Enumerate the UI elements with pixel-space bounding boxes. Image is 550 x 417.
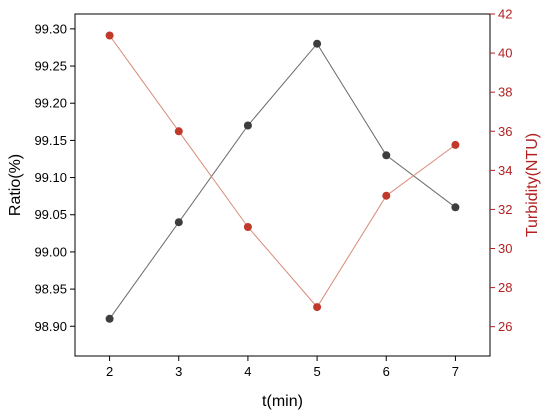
series-layer xyxy=(105,31,460,323)
x-tick-label: 7 xyxy=(452,364,459,379)
data-point-turbidity xyxy=(451,140,460,149)
data-point-turbidity xyxy=(313,303,322,312)
x-tick-label: 5 xyxy=(313,364,320,379)
right-tick-label: 34 xyxy=(498,163,512,178)
plot-area-border xyxy=(74,13,491,357)
right-axis-title: Turbidity(NTU) xyxy=(524,133,541,237)
left-tick-label: 98.90 xyxy=(34,319,67,334)
data-point-ratio xyxy=(382,151,391,160)
x-tick-label: 6 xyxy=(383,364,390,379)
data-point-ratio xyxy=(313,39,322,48)
data-point-ratio xyxy=(243,121,252,130)
right-tick-label: 38 xyxy=(498,85,512,100)
series-line-ratio xyxy=(109,42,456,320)
right-tick-label: 32 xyxy=(498,202,512,217)
x-axis-ticks: 2 3 4 5 6 7 xyxy=(106,356,459,379)
left-tick-label: 99.10 xyxy=(34,170,67,185)
data-point-ratio xyxy=(451,203,460,212)
right-tick-label: 26 xyxy=(498,319,512,334)
left-tick-label: 99.25 xyxy=(34,59,67,74)
left-axis-ticks: 98.90 98.95 99.00 99.05 99.10 99.15 99.20 99.25… xyxy=(34,21,75,334)
right-tick-label: 40 xyxy=(498,46,512,61)
series-line-turbidity xyxy=(109,35,456,308)
right-axis-ticks: 26 28 30 32 34 36 38 40 42 xyxy=(490,7,512,334)
left-tick-label: 98.95 xyxy=(34,282,67,297)
x-tick-label: 4 xyxy=(244,364,251,379)
data-point-turbidity xyxy=(382,191,391,200)
left-tick-label: 99.00 xyxy=(34,244,67,259)
left-tick-label: 99.30 xyxy=(34,21,67,36)
right-tick-label: 28 xyxy=(498,280,512,295)
left-tick-label: 99.05 xyxy=(34,207,67,222)
left-axis-title: Ratio(%) xyxy=(7,154,24,216)
data-point-ratio xyxy=(174,218,183,227)
plot-frame xyxy=(74,13,491,357)
left-tick-label: 99.20 xyxy=(34,96,67,111)
right-tick-label: 42 xyxy=(498,7,512,22)
left-tick-label: 99.15 xyxy=(34,133,67,148)
data-point-turbidity xyxy=(243,223,252,231)
right-tick-label: 36 xyxy=(498,124,512,139)
x-tick-label: 2 xyxy=(106,364,113,379)
x-tick-label: 3 xyxy=(175,364,182,379)
data-point-turbidity xyxy=(174,127,183,136)
x-axis-title: t(min) xyxy=(262,393,303,410)
data-point-ratio xyxy=(105,314,114,323)
right-tick-label: 30 xyxy=(498,241,512,256)
data-point-turbidity xyxy=(105,31,114,40)
